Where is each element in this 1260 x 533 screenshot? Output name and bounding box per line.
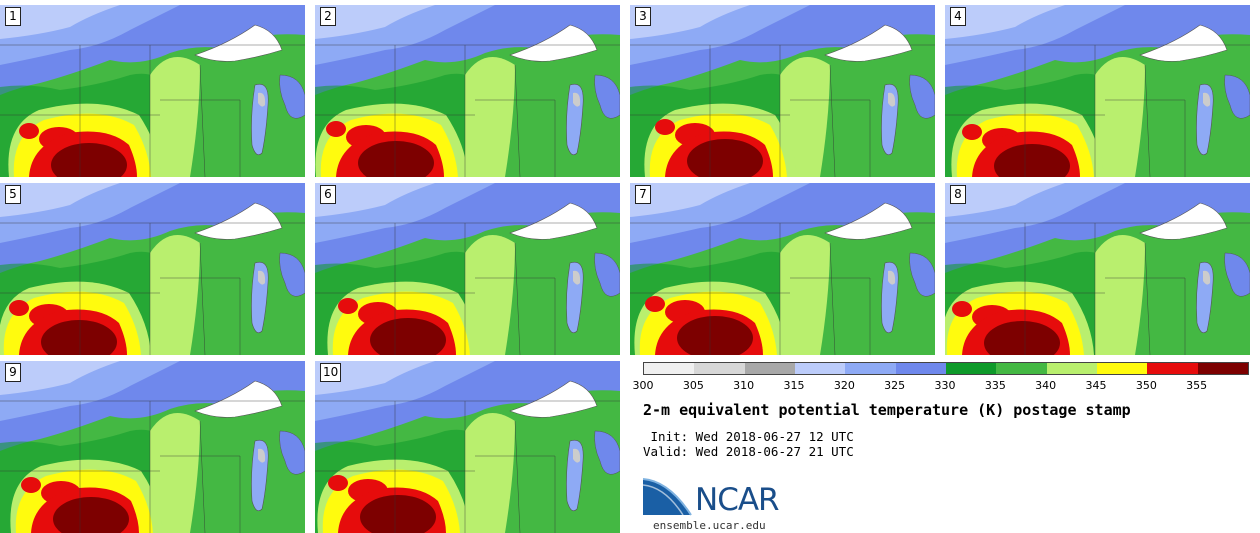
color-scale-tick-label: 305 (682, 379, 704, 392)
init-time: Init: Wed 2018-06-27 12 UTC (643, 429, 854, 444)
color-scale-tick-label: 325 (884, 379, 906, 392)
color-scale-segment (644, 363, 695, 374)
member-map (630, 183, 935, 355)
color-scale-segment (845, 363, 896, 374)
member-map (630, 5, 935, 177)
source-url: ensemble.ucar.edu (653, 519, 766, 532)
member-number-label: 1 (5, 7, 21, 26)
member-number-label: 9 (5, 363, 21, 382)
color-scale-tick-label: 340 (1035, 379, 1057, 392)
member-map (945, 183, 1250, 355)
color-scale-segment (794, 363, 846, 374)
color-scale-ticks: 300 305 310 315 320 325 330 335 340 345 350 355 (633, 379, 1247, 393)
color-scale-segment (1046, 363, 1097, 374)
color-scale-segment (744, 363, 795, 374)
color-scale-segment (945, 363, 997, 374)
color-scale-tick-label: 330 (934, 379, 956, 392)
ensemble-member-panel: 8 (945, 183, 1250, 355)
member-map (315, 5, 620, 177)
member-number-label: 6 (320, 185, 336, 204)
valid-time: Valid: Wed 2018-06-27 21 UTC (643, 444, 854, 459)
color-scale-tick-label: 300 (632, 379, 654, 392)
member-number-label: 10 (320, 363, 342, 382)
ncar-swoosh-icon (643, 478, 692, 516)
color-scale-tick-label: 315 (783, 379, 805, 392)
member-map (0, 183, 305, 355)
color-scale-segment (694, 363, 745, 374)
ensemble-member-panel: 6 (315, 183, 620, 355)
color-scale-segment (1147, 363, 1198, 374)
color-scale-bar (643, 362, 1249, 375)
color-scale-segment (1096, 363, 1148, 374)
ensemble-member-panel: 9 (0, 361, 305, 533)
color-scale-segment (996, 363, 1047, 374)
member-map (315, 183, 620, 355)
figure-title: 2-m equivalent potential temperature (K)… (643, 401, 1131, 419)
member-number-label: 4 (950, 7, 966, 26)
color-scale-tick-label: 355 (1186, 379, 1208, 392)
ensemble-member-panel: 2 (315, 5, 620, 177)
member-number-label: 3 (635, 7, 651, 26)
color-scale-segment (1197, 363, 1248, 374)
logo-wordmark: NCAR (695, 482, 780, 518)
ensemble-member-panel: 7 (630, 183, 935, 355)
color-scale-segment (895, 363, 946, 374)
color-scale-tick-label: 320 (833, 379, 855, 392)
ensemble-member-panel: 4 (945, 5, 1250, 177)
ensemble-member-panel: 1 (0, 5, 305, 177)
color-scale-tick-label: 310 (733, 379, 755, 392)
member-number-label: 2 (320, 7, 336, 26)
color-scale-tick-label: 345 (1085, 379, 1107, 392)
color-scale-tick-label: 335 (984, 379, 1006, 392)
ncar-logo: NCAR (643, 477, 793, 521)
member-map (0, 361, 305, 533)
ensemble-member-panel: 5 (0, 183, 305, 355)
ensemble-member-panel: 10 (315, 361, 620, 533)
member-number-label: 5 (5, 185, 21, 204)
member-number-label: 8 (950, 185, 966, 204)
member-map (315, 361, 620, 533)
member-map (0, 5, 305, 177)
ensemble-member-panel: 3 (630, 5, 935, 177)
member-number-label: 7 (635, 185, 651, 204)
member-map (945, 5, 1250, 177)
color-scale-tick-label: 350 (1135, 379, 1157, 392)
